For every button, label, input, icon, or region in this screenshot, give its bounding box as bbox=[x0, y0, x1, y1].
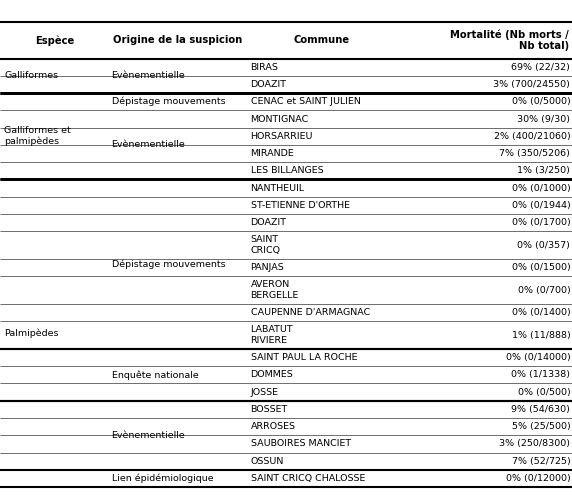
Text: Mortalité (Nb morts /
Nb total): Mortalité (Nb morts / Nb total) bbox=[450, 29, 569, 52]
Text: Lien épidémiologique: Lien épidémiologique bbox=[112, 474, 213, 483]
Text: 3% (250/8300): 3% (250/8300) bbox=[499, 439, 570, 448]
Text: MONTIGNAC: MONTIGNAC bbox=[251, 115, 309, 124]
Text: 7% (52/725): 7% (52/725) bbox=[511, 457, 570, 466]
Text: 0% (0/1000): 0% (0/1000) bbox=[511, 184, 570, 192]
Text: DOAZIT: DOAZIT bbox=[251, 80, 287, 89]
Text: 9% (54/630): 9% (54/630) bbox=[511, 405, 570, 414]
Text: Espèce: Espèce bbox=[35, 35, 74, 46]
Text: CAUPENNE D'ARMAGNAC: CAUPENNE D'ARMAGNAC bbox=[251, 308, 370, 317]
Text: SAINT CRICQ CHALOSSE: SAINT CRICQ CHALOSSE bbox=[251, 474, 365, 483]
Text: 0% (0/1400): 0% (0/1400) bbox=[511, 308, 570, 317]
Text: ST-ETIENNE D'ORTHE: ST-ETIENNE D'ORTHE bbox=[251, 201, 349, 210]
Text: 7% (350/5206): 7% (350/5206) bbox=[499, 149, 570, 158]
Text: 0% (0/700): 0% (0/700) bbox=[518, 286, 570, 295]
Text: Dépistage mouvements: Dépistage mouvements bbox=[112, 97, 225, 107]
Text: Dépistage mouvements: Dépistage mouvements bbox=[112, 259, 225, 269]
Text: OSSUN: OSSUN bbox=[251, 457, 284, 466]
Text: Palmipèdes: Palmipèdes bbox=[4, 328, 58, 338]
Text: PANJAS: PANJAS bbox=[251, 263, 284, 272]
Text: 0% (0/1944): 0% (0/1944) bbox=[511, 201, 570, 210]
Text: LABATUT
RIVIERE: LABATUT RIVIERE bbox=[251, 325, 293, 345]
Text: 1% (11/888): 1% (11/888) bbox=[511, 330, 570, 339]
Text: Enquête nationale: Enquête nationale bbox=[112, 370, 198, 379]
Text: HORSARRIEU: HORSARRIEU bbox=[251, 132, 313, 141]
Text: Galliformes et
palmipèdes: Galliformes et palmipèdes bbox=[4, 126, 71, 146]
Text: 2% (400/21060): 2% (400/21060) bbox=[494, 132, 570, 141]
Text: NANTHEUIL: NANTHEUIL bbox=[251, 184, 305, 192]
Text: Evènementielle: Evènementielle bbox=[112, 140, 185, 149]
Text: SAINT PAUL LA ROCHE: SAINT PAUL LA ROCHE bbox=[251, 353, 357, 362]
Text: LES BILLANGES: LES BILLANGES bbox=[251, 166, 323, 176]
Text: 0% (0/500): 0% (0/500) bbox=[518, 387, 570, 396]
Text: 3% (700/24550): 3% (700/24550) bbox=[494, 80, 570, 89]
Text: 0% (0/1700): 0% (0/1700) bbox=[511, 218, 570, 227]
Text: Evènementielle: Evènementielle bbox=[112, 71, 185, 80]
Text: 30% (9/30): 30% (9/30) bbox=[517, 115, 570, 124]
Text: MIRANDE: MIRANDE bbox=[251, 149, 294, 158]
Text: Galliformes: Galliformes bbox=[4, 71, 58, 80]
Text: 5% (25/500): 5% (25/500) bbox=[511, 422, 570, 431]
Text: AVERON
BERGELLE: AVERON BERGELLE bbox=[251, 280, 299, 300]
Text: SAUBOIRES MANCIET: SAUBOIRES MANCIET bbox=[251, 439, 351, 448]
Text: BIRAS: BIRAS bbox=[251, 62, 279, 71]
Text: 0% (0/1500): 0% (0/1500) bbox=[511, 263, 570, 272]
Text: JOSSE: JOSSE bbox=[251, 387, 279, 396]
Text: ARROSES: ARROSES bbox=[251, 422, 296, 431]
Text: 69% (22/32): 69% (22/32) bbox=[511, 62, 570, 71]
Text: 0% (0/357): 0% (0/357) bbox=[518, 241, 570, 249]
Text: DOMMES: DOMMES bbox=[251, 370, 293, 379]
Text: 0% (0/12000): 0% (0/12000) bbox=[506, 474, 570, 483]
Text: 0% (1/1338): 0% (1/1338) bbox=[511, 370, 570, 379]
Text: 1% (3/250): 1% (3/250) bbox=[518, 166, 570, 176]
Text: BOSSET: BOSSET bbox=[251, 405, 288, 414]
Text: Evènementielle: Evènementielle bbox=[112, 431, 185, 440]
Text: Origine de la suspicion: Origine de la suspicion bbox=[113, 35, 242, 46]
Text: CENAC et SAINT JULIEN: CENAC et SAINT JULIEN bbox=[251, 97, 360, 106]
Text: DOAZIT: DOAZIT bbox=[251, 218, 287, 227]
Text: 0% (0/5000): 0% (0/5000) bbox=[511, 97, 570, 106]
Text: Commune: Commune bbox=[293, 35, 350, 46]
Text: 0% (0/14000): 0% (0/14000) bbox=[506, 353, 570, 362]
Text: SAINT
CRICQ: SAINT CRICQ bbox=[251, 236, 280, 255]
